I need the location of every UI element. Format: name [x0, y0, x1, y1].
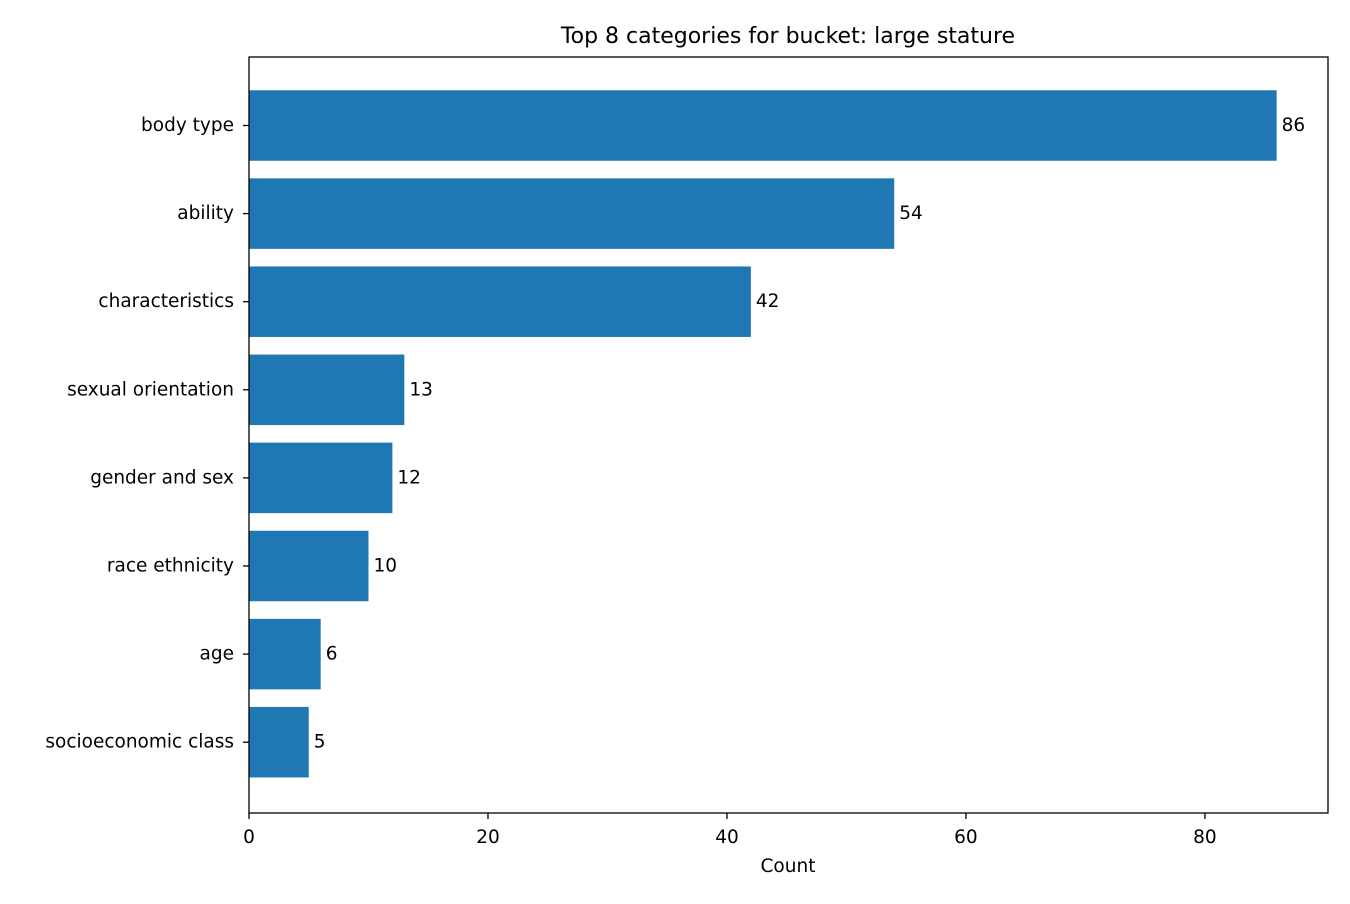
data-label: 5: [314, 732, 326, 753]
bar: [249, 530, 369, 602]
bar: [249, 354, 405, 426]
bar: [249, 266, 751, 337]
bars-layer: [249, 90, 1277, 778]
data-label: 13: [409, 379, 433, 400]
bar: [249, 706, 309, 778]
y-tick-label: gender and sex: [90, 467, 234, 488]
data-labels-layer: 86 54 42 13 12 10 6 5: [314, 115, 1305, 753]
x-axis-ticks: 0 20 40 60 80: [243, 813, 1217, 848]
data-label: 42: [756, 291, 780, 312]
y-tick-label: race ethnicity: [107, 556, 234, 577]
bar: [249, 90, 1277, 161]
x-tick-label: 60: [954, 827, 978, 848]
chart-title: Top 8 categories for bucket: large statu…: [560, 24, 1015, 49]
data-label: 54: [899, 203, 923, 224]
x-tick-label: 0: [243, 827, 255, 848]
y-tick-label: sexual orientation: [67, 379, 234, 400]
data-label: 86: [1282, 115, 1306, 136]
x-axis-label: Count: [761, 856, 816, 877]
y-tick-label: characteristics: [98, 291, 234, 312]
x-tick-label: 40: [715, 827, 739, 848]
y-tick-label: body type: [141, 115, 234, 136]
x-tick-label: 80: [1193, 827, 1217, 848]
bar: [249, 178, 895, 249]
data-label: 6: [326, 644, 338, 665]
plot-frame: [248, 56, 1329, 814]
y-tick-label: age: [200, 644, 234, 665]
y-axis-ticks: body type ability characteristics sexual or…: [45, 115, 249, 753]
bar: [249, 618, 321, 690]
bar: [249, 442, 393, 514]
x-tick-label: 20: [476, 827, 500, 848]
y-tick-label: ability: [177, 203, 234, 224]
data-label: 12: [397, 467, 421, 488]
y-tick-label: socioeconomic class: [45, 732, 234, 753]
data-label: 10: [373, 556, 397, 577]
